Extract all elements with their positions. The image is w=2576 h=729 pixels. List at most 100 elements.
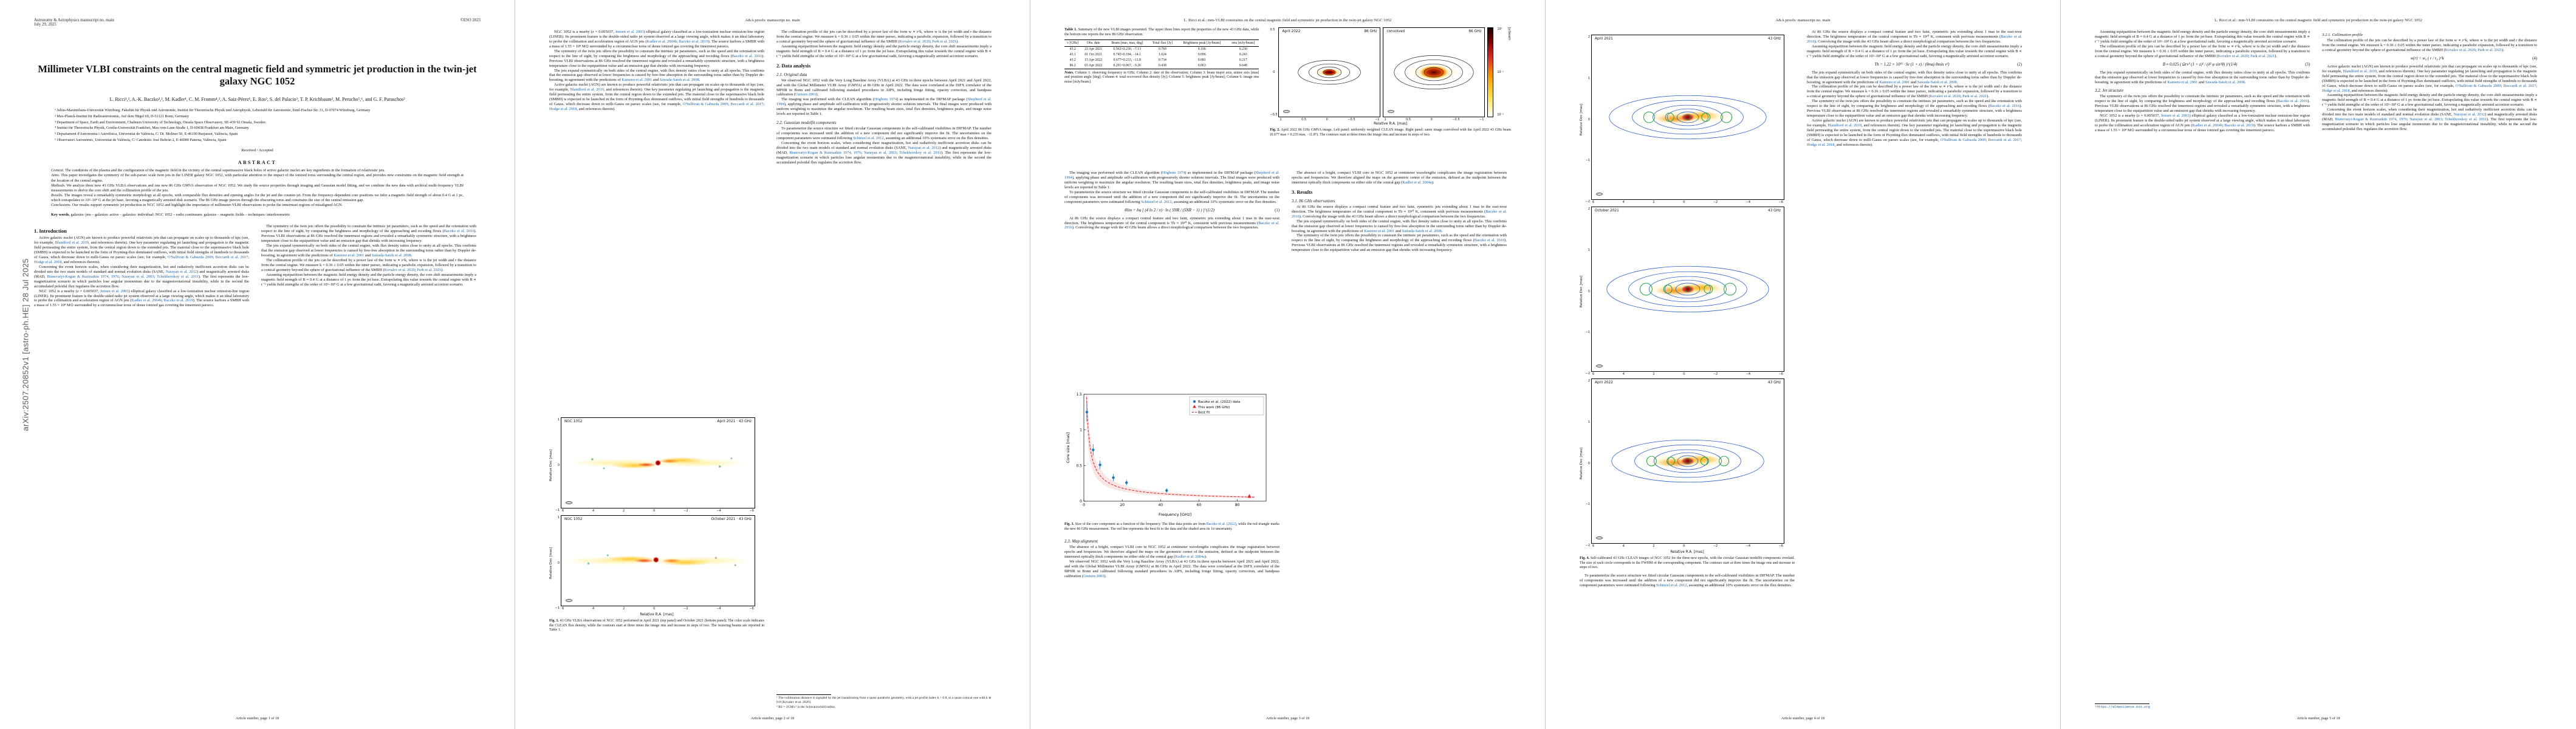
citation-link[interactable]: Tchekhovskoy et al. 2011: [157, 274, 199, 279]
tick-label: 0: [1683, 200, 1685, 204]
citation-link[interactable]: Boccardi et al. 2017: [1988, 137, 2021, 142]
citation-link[interactable]: Baczko et al. 2019: [163, 298, 193, 303]
citation-link[interactable]: Baczko et al. 2016: [2277, 99, 2308, 104]
citation-link[interactable]: Kovalev et al. 2020: [384, 267, 415, 272]
citation-link[interactable]: Narayan et al. 2012: [165, 269, 197, 274]
citation-link[interactable]: Sawada-Satoh et al. 2008: [371, 253, 411, 258]
citation-link[interactable]: Park et al. 2021: [2478, 47, 2502, 52]
citation-link[interactable]: Kadler et al. 2004a: [1175, 554, 1205, 559]
citation-link[interactable]: O'Sullivan & Gabuzda 2009: [167, 255, 213, 260]
citation-link[interactable]: Baczko et al. (2022): [1206, 522, 1236, 526]
citation-link[interactable]: Park et al. 2021: [932, 39, 957, 44]
citation-link[interactable]: Park et al. 2021: [417, 267, 442, 272]
citation-link[interactable]: Shepherd et al. 1994: [776, 97, 992, 107]
citation-link[interactable]: Schinzel et al. 2012: [1656, 583, 1687, 587]
citation-link[interactable]: Bisnovatyi-Kogan & Ruzmaikin 1974: [789, 150, 851, 155]
running-head: L. Ricci et al.: mm-VLBI constraints on …: [1184, 18, 1392, 22]
citation-link[interactable]: O'Sullivan & Gabuzda 2009: [682, 102, 728, 107]
epoch-label: April 2021 · 43 GHz: [717, 420, 752, 423]
citation-link[interactable]: Baczko et al. 2016: [1989, 104, 2020, 109]
citation-link[interactable]: Baczko et al. 2016: [1064, 221, 1279, 230]
citation-link[interactable]: Boccardi et al. 2017: [2503, 83, 2537, 88]
citation-link[interactable]: Baczko et al. 2016: [731, 53, 762, 58]
citation-link[interactable]: 1976: [2399, 117, 2407, 122]
citation-link[interactable]: Kovalev et al. 2020: [899, 39, 930, 44]
epoch-label: April 2022: [1595, 381, 1613, 385]
citation-link[interactable]: Bisnovatyi-Kogan & Ruzmaikin 1974: [47, 274, 109, 279]
citation-link[interactable]: Boccardi et al. 2017: [730, 102, 764, 107]
citation-link[interactable]: Kameno et al. 2001: [334, 253, 365, 258]
citation-link[interactable]: Blandford et al. 2019: [570, 87, 604, 92]
citation-link[interactable]: Kovalev et al. 2020: [2445, 47, 2476, 52]
citation-link[interactable]: Kovalev et al. 2020: [2218, 53, 2249, 58]
citation-link[interactable]: Hodge et al. 2018: [2322, 88, 2350, 93]
citation-link[interactable]: Kadler et al. 2004b: [131, 298, 162, 303]
citation-link[interactable]: Jensen et al. 2003: [2160, 114, 2190, 118]
citation-link[interactable]: Blandford et al. 2019: [1828, 123, 1862, 128]
citation-link[interactable]: 1976: [853, 150, 862, 155]
tick-label: −1: [1585, 330, 1590, 335]
citation-link[interactable]: Hodge et al. 2018: [34, 259, 62, 264]
citation-link[interactable]: Sawada-Satoh et al. 2008: [1917, 80, 1957, 84]
paragraph: The absence of a bright, compact VLBI co…: [1292, 171, 1507, 185]
citation-link[interactable]: Park et al. 2021: [1962, 94, 1987, 99]
citation-link[interactable]: Högbom 1974: [1162, 171, 1185, 175]
citation-link[interactable]: Sawada-Satoh et al. 2008: [2205, 80, 2245, 84]
citation-link[interactable]: Baczko et al. 2019: [679, 39, 708, 44]
citation-link[interactable]: Narayan et al. 2003: [864, 150, 897, 155]
citation-link[interactable]: Narayan et al. 2003: [122, 274, 154, 279]
y-tick: 0: [1080, 499, 1082, 504]
citation-link[interactable]: Blandford et al. 2019: [55, 241, 89, 245]
source-label: NGC 1052: [564, 518, 583, 521]
citation-link[interactable]: Greisen 2003: [1083, 573, 1105, 578]
beam-ellipse: [1596, 536, 1603, 539]
tick-label: −2: [1713, 372, 1718, 376]
citation-link[interactable]: Högbom 1974: [874, 97, 897, 102]
citation-link[interactable]: Schinzel et al. 2012: [1141, 199, 1172, 204]
paragraph: The jets expand symmetrically on both si…: [1807, 70, 2022, 84]
citation-link[interactable]: Boccardi et al. 2017: [215, 255, 248, 260]
citation-link[interactable]: Kameno et al. 2001: [622, 78, 653, 83]
citation-link[interactable]: Narayan et al. 2012: [908, 145, 939, 150]
citation-link[interactable]: Hodge et al. 2018: [1807, 142, 1835, 147]
citation-link[interactable]: Jensen et al. 2003: [100, 289, 129, 293]
table-cell: 23 Apr 2021: [1084, 47, 1103, 52]
citation-link[interactable]: Kadler et al. 2004b: [2192, 123, 2222, 128]
citation-link[interactable]: Park et al. 2021: [2250, 53, 2275, 58]
citation-link[interactable]: Kadler et al. 2004b: [646, 39, 677, 44]
paragraph: Assuming equipartition between the magne…: [2322, 93, 2537, 108]
citation-link[interactable]: Bisnovatyi-Kogan & Ruzmaikin 1974: [2335, 117, 2397, 122]
citation-link[interactable]: Baczko et al. 2016: [1292, 209, 1507, 219]
tick-label: 1: [1588, 248, 1590, 252]
citation-link[interactable]: Baczko et al. 2016: [444, 229, 474, 234]
citation-link[interactable]: Narayan et al. 2012: [2453, 112, 2485, 117]
citation-link[interactable]: 1976: [111, 274, 119, 279]
citation-link[interactable]: Kameno et al. 2001: [2167, 80, 2198, 84]
citation-link[interactable]: Narayan et al. 2003: [2410, 117, 2442, 122]
citation-link[interactable]: Blandford et al. 2019: [2343, 69, 2377, 74]
citation-link[interactable]: Kovalev et al. 2020: [1930, 94, 1961, 99]
citation-link[interactable]: Tchekhovskoy et al. 2011: [899, 150, 941, 155]
citation-link[interactable]: O'Sullivan & Gabuzda 2009: [2455, 83, 2501, 88]
citation-link[interactable]: Schinzel et al. 2012: [853, 136, 884, 140]
page-footer: Article number, page 2 of 18: [750, 716, 795, 720]
citation-link[interactable]: Hodge et al. 2018: [549, 107, 577, 111]
citation-link[interactable]: Tchekhovskoy et al. 2011: [2445, 117, 2487, 122]
citation-link[interactable]: Baczko et al. 2019: [2224, 123, 2254, 128]
citation-link[interactable]: Sawada-Satoh et al. 2008: [1402, 228, 1442, 233]
citation-link[interactable]: Baczko et al. 2016: [1474, 238, 1505, 243]
citation-link[interactable]: Kameno et al. 2001: [1364, 228, 1395, 233]
citation-link[interactable]: Baczko et al. 2016: [1807, 34, 2022, 44]
citation-link[interactable]: Sawada-Satoh et al. 2008: [659, 78, 699, 83]
page-2: A&A proofs: manuscript no. main NGC 1052…: [515, 0, 1030, 729]
citation-link[interactable]: Greisen 2003: [795, 92, 817, 97]
citation-link[interactable]: Shepherd et al. 1994: [1064, 171, 1279, 180]
subsection-heading: 3.2. Jet structure: [2095, 88, 2124, 94]
footnote-url-link[interactable]: https://almascience.eso.org: [2097, 705, 2150, 709]
citation-link[interactable]: O'Sullivan & Gabuzda 2009: [1940, 137, 1986, 142]
citation-link[interactable]: Kadler et al. 2004a: [1402, 180, 1432, 185]
citation-link[interactable]: Kameno et al. 2001: [1879, 80, 1910, 84]
citation-link[interactable]: Jensen et al. 2003: [615, 30, 644, 34]
subsection-heading: 2.3. Map alignment: [1064, 539, 1098, 544]
panel-area: convolved 86 GHz 1 0.5 0 −0.5 −1: [1383, 27, 1485, 122]
